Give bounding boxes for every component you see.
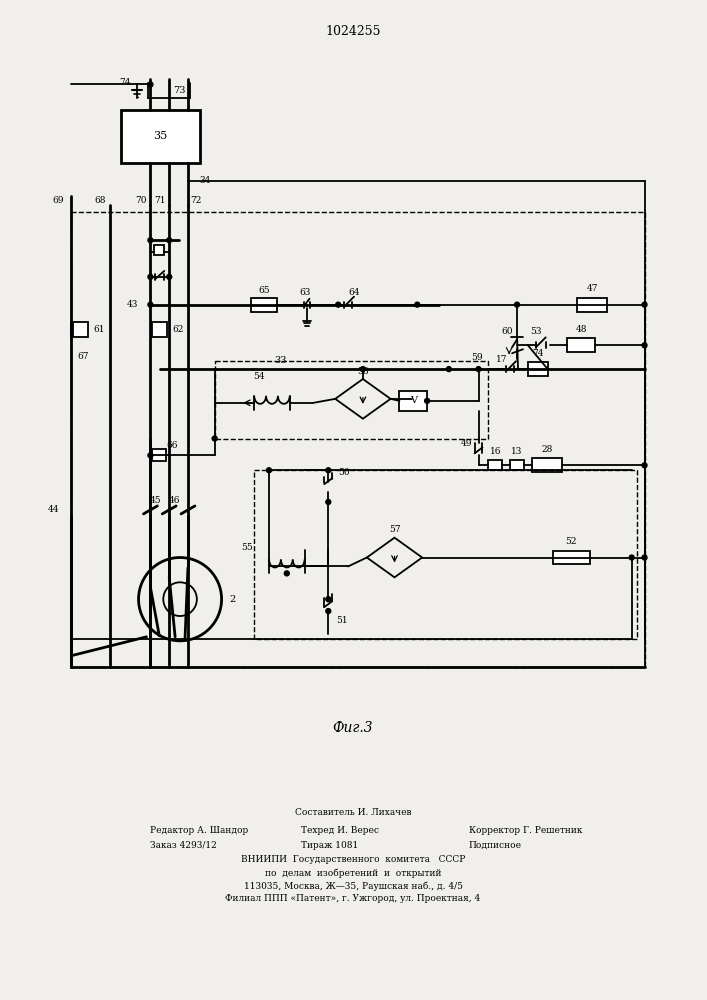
Text: 68: 68 — [95, 196, 106, 205]
Text: Техред И. Верес: Техред И. Верес — [300, 826, 379, 835]
Bar — [153, 449, 166, 461]
Bar — [528, 362, 548, 376]
Text: 54: 54 — [253, 372, 265, 381]
Text: 58: 58 — [357, 367, 369, 376]
Text: 64: 64 — [349, 288, 360, 297]
Text: 34: 34 — [200, 176, 211, 185]
Text: Тираж 1081: Тираж 1081 — [300, 841, 358, 850]
Circle shape — [642, 302, 647, 307]
Bar — [255, 470, 636, 639]
Text: 1024255: 1024255 — [325, 25, 381, 38]
Bar — [71, 212, 645, 667]
Text: 73: 73 — [173, 86, 185, 95]
Text: 66: 66 — [166, 441, 177, 450]
Circle shape — [629, 555, 634, 560]
Text: ВНИИПИ  Государственного  комитета   СССР: ВНИИПИ Государственного комитета СССР — [241, 855, 465, 864]
Text: 62: 62 — [173, 325, 184, 334]
Circle shape — [167, 274, 172, 279]
Bar — [153, 322, 168, 337]
Text: 71: 71 — [155, 196, 166, 205]
Text: Филиал ППП «Патент», г. Ужгород, ул. Проектная, 4: Филиал ППП «Патент», г. Ужгород, ул. Про… — [226, 894, 481, 903]
Text: 35: 35 — [153, 131, 168, 141]
Bar — [251, 298, 277, 312]
Text: 69: 69 — [52, 196, 64, 205]
Text: 49: 49 — [461, 439, 472, 448]
Text: 2: 2 — [230, 595, 235, 604]
Circle shape — [425, 398, 430, 403]
Circle shape — [446, 367, 451, 372]
Circle shape — [148, 82, 153, 87]
Text: 67: 67 — [77, 352, 89, 361]
Circle shape — [148, 238, 153, 243]
Text: 57: 57 — [389, 525, 400, 534]
Text: 74: 74 — [119, 78, 131, 87]
Circle shape — [267, 468, 271, 473]
Text: по  делам  изобретений  и  открытий: по делам изобретений и открытий — [264, 868, 441, 878]
Bar — [532, 458, 561, 472]
Bar — [215, 361, 489, 439]
Text: 28: 28 — [541, 445, 552, 454]
Circle shape — [148, 453, 153, 458]
Bar — [121, 110, 200, 163]
Circle shape — [212, 436, 217, 441]
Text: 65: 65 — [258, 286, 270, 295]
Text: 53: 53 — [530, 327, 542, 336]
Circle shape — [148, 274, 153, 279]
Text: 43: 43 — [127, 300, 139, 309]
Bar — [154, 245, 164, 255]
Text: 13: 13 — [511, 447, 522, 456]
Text: 72: 72 — [190, 196, 201, 205]
Text: Фиг.3: Фиг.3 — [333, 721, 373, 735]
Bar — [399, 391, 427, 411]
Text: 74: 74 — [532, 349, 544, 358]
Text: 45: 45 — [150, 496, 161, 505]
Circle shape — [415, 302, 420, 307]
Circle shape — [361, 367, 366, 372]
Bar — [578, 298, 607, 312]
Bar — [568, 338, 595, 352]
Circle shape — [148, 302, 153, 307]
Text: 113035, Москва, Ж—35, Раушская наб., д. 4/5: 113035, Москва, Ж—35, Раушская наб., д. … — [243, 881, 462, 891]
Circle shape — [326, 609, 331, 614]
Circle shape — [476, 367, 481, 372]
Text: 46: 46 — [168, 496, 180, 505]
Text: Редактор А. Шандор: Редактор А. Шандор — [151, 826, 249, 835]
Circle shape — [515, 302, 520, 307]
Text: 47: 47 — [586, 284, 598, 293]
Circle shape — [326, 500, 331, 504]
Text: 63: 63 — [299, 288, 310, 297]
Text: 59: 59 — [471, 353, 482, 362]
Text: 61: 61 — [93, 325, 105, 334]
Text: 60: 60 — [501, 327, 513, 336]
Text: 44: 44 — [48, 505, 59, 514]
Circle shape — [326, 468, 331, 473]
Circle shape — [326, 597, 331, 602]
Circle shape — [642, 463, 647, 468]
Text: 33: 33 — [274, 356, 287, 365]
Text: 50: 50 — [338, 468, 350, 477]
Text: Корректор Г. Решетник: Корректор Г. Решетник — [469, 826, 582, 835]
Text: 55: 55 — [242, 543, 253, 552]
Text: 51: 51 — [337, 616, 348, 625]
Circle shape — [284, 571, 289, 576]
Text: Заказ 4293/12: Заказ 4293/12 — [151, 841, 217, 850]
Circle shape — [642, 343, 647, 348]
Bar — [74, 322, 88, 337]
Bar — [489, 460, 502, 470]
Text: V: V — [410, 396, 417, 405]
Bar — [510, 460, 524, 470]
Text: 16: 16 — [489, 447, 501, 456]
Text: Подписное: Подписное — [469, 841, 522, 850]
Text: 48: 48 — [575, 325, 587, 334]
Text: 70: 70 — [135, 196, 146, 205]
Text: Составитель И. Лихачев: Составитель И. Лихачев — [295, 808, 411, 817]
Circle shape — [642, 555, 647, 560]
Circle shape — [336, 302, 341, 307]
Text: 17: 17 — [496, 355, 507, 364]
Text: 52: 52 — [566, 537, 577, 546]
Circle shape — [167, 238, 172, 243]
Bar — [553, 551, 590, 564]
